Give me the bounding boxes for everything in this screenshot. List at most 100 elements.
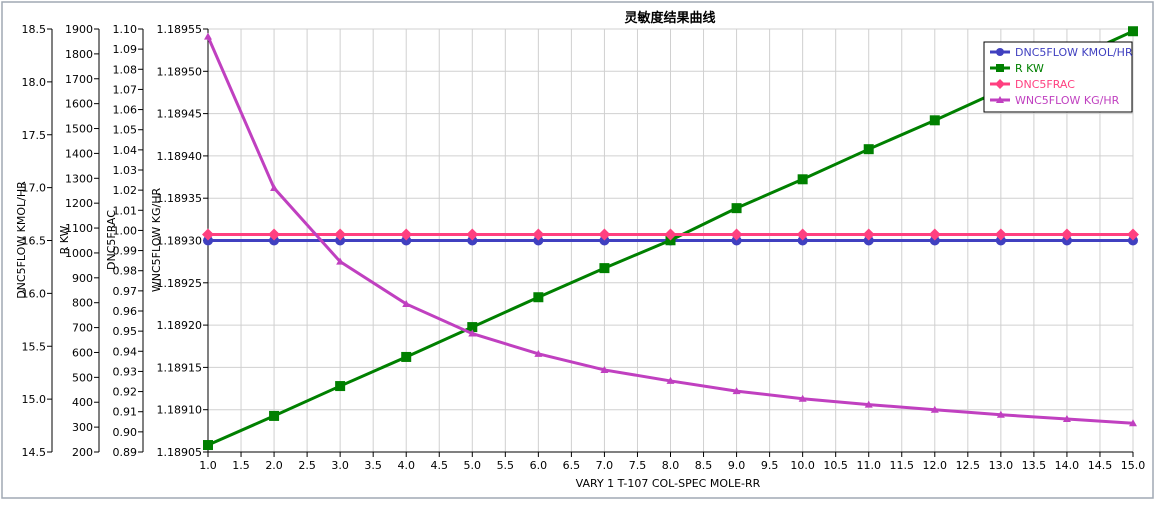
y-tick-label: 1300 [65,172,93,185]
x-tick-label: 12.0 [923,459,948,472]
y-tick-label: 15.0 [22,393,47,406]
data-point [269,410,280,421]
data-point [732,387,741,395]
y-tick-label: 1.18915 [157,361,203,374]
y-tick-label: 0.98 [113,265,138,278]
y-tick-label: 1900 [65,23,93,36]
y-tick-label: 1.08 [113,63,138,76]
x-tick-label: 7.5 [629,459,647,472]
data-point [1129,419,1137,427]
y-tick-label: 0.91 [113,406,138,419]
y-tick-label: 1.18945 [157,108,203,121]
data-point [798,394,807,402]
y-tick-label: 16.5 [22,235,47,248]
data-point [864,400,873,408]
y-tick-label: 800 [72,297,93,310]
y-tick-label: 1.18935 [157,192,203,205]
y-tick-label: 0.99 [113,245,138,258]
data-point [930,405,939,413]
x-tick-label: 13.0 [989,459,1014,472]
x-tick-label: 6.5 [563,459,581,472]
y-tick-label: 0.97 [113,285,138,298]
x-tick-label: 3.0 [331,459,349,472]
data-point [202,228,214,241]
y-tick-label: 1.05 [113,124,138,137]
y-tick-label: 1.07 [113,83,138,96]
y-tick-label: 1.18925 [157,277,203,290]
y-tick-label: 1500 [65,123,93,136]
y-tick-label: 1200 [65,197,93,210]
data-point [1061,235,1072,246]
y-tick-label: 1.03 [113,164,138,177]
data-point [400,228,413,241]
x-tick-label: 5.5 [497,459,515,472]
data-point [269,235,280,246]
y-tick-label: 1700 [65,73,93,86]
x-tick-label: 14.0 [1055,459,1080,472]
data-point [533,235,544,246]
x-tick-label: 9.5 [761,459,779,472]
data-point [534,349,543,357]
y-tick-label: 1000 [65,247,93,260]
chart-title: 灵敏度结果曲线 [624,10,715,26]
x-tick-label: 4.0 [397,459,415,472]
x-tick-label: 2.5 [298,459,316,472]
data-point [598,228,611,241]
data-point [335,235,346,246]
data-point [203,235,213,246]
y-tick-label: 500 [72,371,93,384]
y-tick-label: 0.96 [113,305,138,318]
data-point [335,381,346,392]
x-tick-label: 12.5 [956,459,981,472]
legend-label: DNC5FLOW KMOL/HR [1015,46,1133,59]
y-tick-label: 900 [72,272,93,285]
x-tick-label: 9.0 [728,459,746,472]
x-tick-label: 8.5 [695,459,713,472]
x-tick-label: 1.5 [232,459,250,472]
y-tick-label: 1.09 [113,43,138,56]
x-tick-label: 1.0 [199,459,217,472]
data-point [863,235,874,246]
y-tick-label: 1.18950 [157,65,203,78]
y-tick-label: 1.18930 [157,235,203,248]
y-tick-label: 16.0 [22,287,47,300]
data-point [863,144,874,155]
x-tick-label: 11.5 [890,459,915,472]
y-tick-label: 1.04 [113,144,138,157]
y-tick-label: 18.0 [22,76,47,89]
data-point [796,228,809,241]
y-axis-title: WNC5FLOW KG/HR [150,188,163,293]
x-tick-label: 7.0 [596,459,614,472]
y-tick-label: 0.94 [113,345,138,358]
data-point [1127,228,1139,241]
x-tick-label: 13.5 [1022,459,1047,472]
x-tick-label: 11.0 [856,459,881,472]
data-point [401,235,412,246]
data-point [466,228,479,241]
data-point [203,440,213,451]
data-point [995,79,1005,89]
data-point [270,184,279,192]
data-point [797,235,808,246]
data-point [599,263,610,274]
data-point [1128,235,1138,246]
y-tick-label: 17.0 [22,182,47,195]
data-point [730,228,743,241]
data-point [996,410,1005,418]
data-point [599,235,610,246]
data-point [996,96,1004,103]
data-point [1128,26,1138,37]
y-tick-label: 400 [72,396,93,409]
data-point [929,235,940,246]
y-tick-label: 1.18905 [157,446,203,459]
x-axis-label: VARY 1 T-107 COL-SPEC MOLE-RR [576,477,761,490]
data-point [468,329,477,337]
y-axis-title: R KW [58,225,71,254]
y-tick-label: 15.5 [22,340,47,353]
x-tick-label: 4.5 [431,459,449,472]
data-point [600,365,609,373]
x-tick-label: 6.0 [530,459,548,472]
y-tick-label: 0.92 [113,386,138,399]
